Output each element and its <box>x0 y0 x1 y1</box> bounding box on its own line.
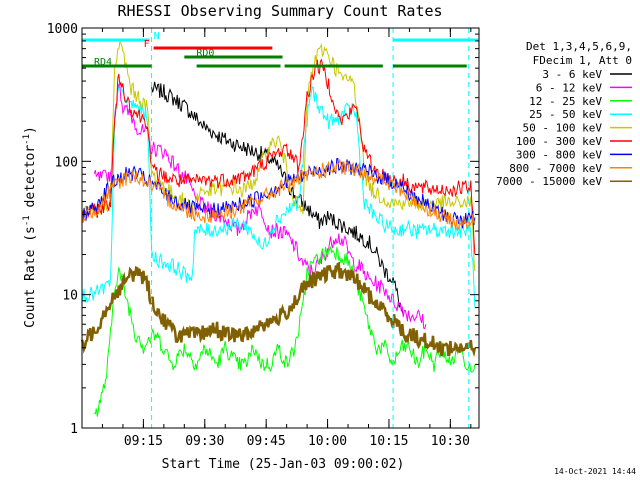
y-axis-label: Count Rate (s-1 detector-1) <box>22 126 38 328</box>
x-tick-label-10-15: 10:15 <box>369 434 408 449</box>
flag-rd0-label: RD0 <box>196 48 214 59</box>
y-tick-label-100: 100 <box>55 155 78 170</box>
flag-layer: NF RD0 RD4 <box>82 28 479 428</box>
flag-f-label: F <box>144 39 150 50</box>
legend-label-50-100-kev: 50 - 100 keV <box>523 122 603 135</box>
x-axis-label: Start Time (25-Jan-03 09:00:02) <box>162 457 405 472</box>
legend-label-100-300-kev: 100 - 300 keV <box>516 135 602 148</box>
x-tick-label-10-00: 10:00 <box>308 434 347 449</box>
y-axis-label-main: Count Rate (s <box>23 226 38 328</box>
series-12-25-kev-line <box>94 246 476 417</box>
footer-date: 14-Oct-2021 14:44 <box>554 467 636 476</box>
flag-rd4-label: RD4 <box>94 57 112 68</box>
y-axis-label-close: ) <box>23 126 38 134</box>
series-7000-15000-kev-line <box>80 261 477 358</box>
x-tick-label-10-30: 10:30 <box>431 434 470 449</box>
legend-label-300-800-kev: 300 - 800 keV <box>516 148 602 161</box>
legend-label-25-50-kev: 25 - 50 keV <box>529 108 602 121</box>
legend-label-12-25-kev: 12 - 25 keV <box>529 95 602 108</box>
axis-layer: 1 10 100 1000 09:15 09:30 09:45 10:00 10:15 10:30 <box>47 22 480 449</box>
plot-frame <box>81 27 480 429</box>
legend-label-6-12-kev: 6 - 12 keV <box>536 81 603 94</box>
chart-title: RHESSI Observing Summary Count Rates <box>117 2 442 20</box>
y-axis-label-tail: detector <box>23 145 38 216</box>
y-tick-label-1: 1 <box>70 422 78 437</box>
series-100-300-kev-line <box>81 58 476 255</box>
y-axis-label-sup2: -1 <box>22 134 32 145</box>
y-tick-label-10: 10 <box>62 289 78 304</box>
series-50-100-kev-line <box>81 40 476 272</box>
x-tick-label-09-45: 09:45 <box>247 434 286 449</box>
y-axis-label-sup1: -1 <box>22 215 32 226</box>
y-tick-label-1000: 1000 <box>47 22 78 37</box>
legend-label-3-6-kev: 3 - 6 keV <box>542 68 602 81</box>
x-tick-label-09-15: 09:15 <box>124 434 163 449</box>
legend-header-line2: FDecim 1, Att 0 <box>533 54 632 67</box>
series-25-50-kev-line <box>81 81 476 308</box>
legend-label-7000-15000-kev: 7000 - 15000 keV <box>496 175 602 188</box>
legend-label-800-7000-kev: 800 - 7000 keV <box>509 162 602 175</box>
series-800-7000-kev-line <box>81 158 476 232</box>
series-layer <box>80 40 477 417</box>
legend-header-line1: Det 1,3,4,5,6,9, <box>526 40 632 53</box>
series-3-6-kev-line <box>151 81 404 316</box>
flag-n-label: N <box>154 31 160 42</box>
x-tick-label-09-30: 09:30 <box>185 434 224 449</box>
